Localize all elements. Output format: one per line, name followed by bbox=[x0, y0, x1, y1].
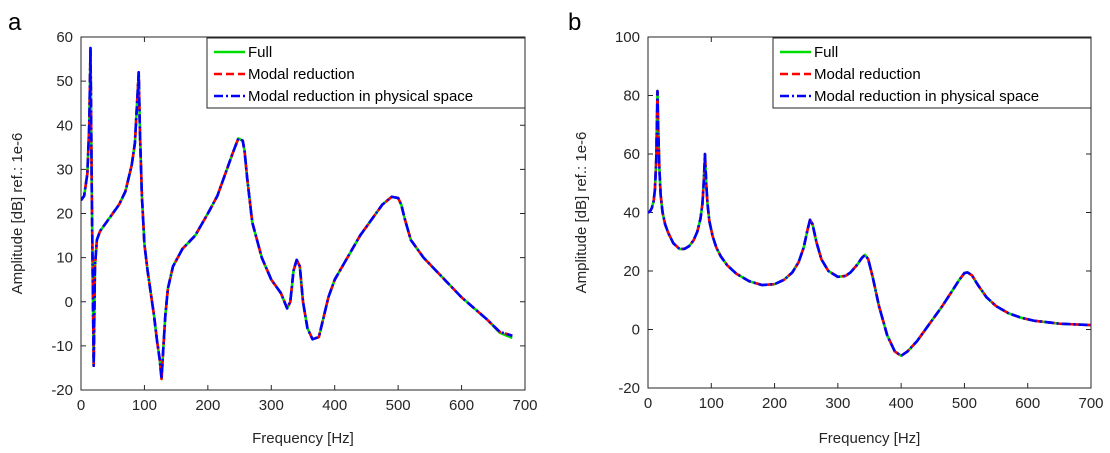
panel-letter: a bbox=[8, 9, 22, 36]
legend: Full Modal reduction Modal reduction in ph… bbox=[772, 37, 1092, 109]
chart-panel-b: b0 100 200 300 400 500 600 700-20020406080100Fr… bbox=[568, 9, 1104, 447]
legend-entry: Modal reduction in physical space bbox=[248, 88, 473, 105]
x-axis-label: Frequency [Hz] bbox=[819, 430, 921, 447]
y-tick-label: -20 bbox=[51, 382, 73, 399]
x-axis-label: Frequency [Hz] bbox=[252, 430, 354, 447]
y-tick-label: -20 bbox=[618, 380, 640, 397]
x-tick-label: 200 bbox=[195, 397, 220, 414]
series-line-modal-reduction-in-physical-space bbox=[81, 46, 513, 381]
y-tick-label: 0 bbox=[632, 322, 640, 339]
y-tick-label: 60 bbox=[56, 29, 73, 46]
x-tick-label: 400 bbox=[322, 397, 347, 414]
legend: Full Modal reduction Modal reduction in ph… bbox=[206, 37, 526, 109]
x-tick-label: 600 bbox=[449, 397, 474, 414]
legend-entry: Full bbox=[814, 44, 838, 61]
legend-box bbox=[772, 37, 1092, 109]
y-axis-label: Amplitude [dB] ref.: 1e-6 bbox=[9, 133, 26, 295]
x-tick-label: 0 bbox=[77, 397, 85, 414]
y-tick-label: 20 bbox=[623, 263, 640, 280]
legend-entry: Full bbox=[248, 44, 272, 61]
y-tick-label: 40 bbox=[623, 205, 640, 222]
legend-entry: Modal reduction bbox=[248, 66, 355, 83]
x-tick-label: 100 bbox=[699, 395, 724, 412]
panel-letter: b bbox=[568, 9, 581, 36]
x-tick-label: 500 bbox=[952, 395, 977, 412]
y-tick-label: -10 bbox=[51, 338, 73, 355]
y-tick-label: 100 bbox=[615, 29, 640, 46]
x-tick-label: 700 bbox=[512, 397, 537, 414]
y-tick-label: 30 bbox=[56, 161, 73, 178]
legend-entry: Modal reduction bbox=[814, 66, 921, 83]
y-tick-label: 0 bbox=[65, 294, 73, 311]
x-tick-label: 300 bbox=[825, 395, 850, 412]
x-tick-label: 400 bbox=[889, 395, 914, 412]
x-tick-label: 500 bbox=[386, 397, 411, 414]
x-tick-label: 700 bbox=[1078, 395, 1103, 412]
y-tick-label: 50 bbox=[56, 73, 73, 90]
legend-entry: Modal reduction in physical space bbox=[814, 88, 1039, 105]
x-tick-label: 0 bbox=[644, 395, 652, 412]
series-line-modal-reduction-in-physical-space bbox=[648, 89, 1091, 358]
x-tick-label: 600 bbox=[1015, 395, 1040, 412]
y-tick-label: 80 bbox=[623, 88, 640, 105]
y-axis-label: Amplitude [dB] ref.: 1e-6 bbox=[573, 132, 590, 294]
x-tick-label: 100 bbox=[132, 397, 157, 414]
legend-box bbox=[206, 37, 526, 109]
y-tick-label: 40 bbox=[56, 117, 73, 134]
y-tick-label: 20 bbox=[56, 206, 73, 223]
x-tick-label: 300 bbox=[259, 397, 284, 414]
y-tick-label: 60 bbox=[623, 146, 640, 163]
y-tick-label: 10 bbox=[56, 250, 73, 267]
x-tick-label: 200 bbox=[762, 395, 787, 412]
chart-panel-a: a 0 100 200 300 400 500 600 700 -20 -10 0 10 20 30 40 50… bbox=[8, 9, 538, 447]
